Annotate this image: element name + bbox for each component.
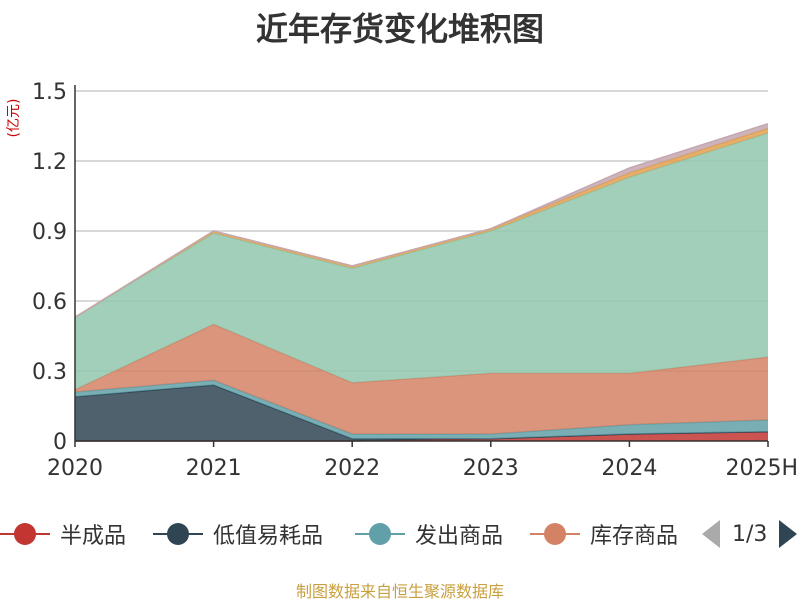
axes: 0 0.3 0.6 0.9 1.2 1.5 2020 2021 2022 2023 2024 2025… [32, 80, 798, 481]
y-tick-label: 0 [53, 430, 67, 455]
legend-dot-icon [369, 523, 391, 545]
legend-marker-icon [153, 523, 203, 545]
y-tick-label: 0.9 [32, 220, 67, 245]
legend-dot-icon [14, 523, 36, 545]
legend-next-icon[interactable] [779, 520, 798, 548]
x-tick-label: 2022 [324, 456, 380, 481]
legend-label: 低值易耗品 [213, 524, 324, 549]
legend-pager: 1/3 [702, 514, 798, 554]
x-tick-label: 2023 [463, 456, 519, 481]
legend-item[interactable]: 半成品 [0, 514, 126, 554]
area-series-3 [75, 324, 768, 434]
legend-dot-icon [544, 523, 566, 545]
x-tick-label: 2025H [725, 456, 798, 481]
y-tick-label: 1.2 [32, 150, 67, 175]
area-series-2 [75, 380, 768, 439]
y-tick-label: 0.6 [32, 290, 67, 315]
legend-marker-icon [0, 523, 50, 545]
x-tick-label: 2024 [601, 456, 657, 481]
legend: 半成品 低值易耗品 发出商品 库存商品 [0, 514, 800, 554]
y-tick-label: 1.5 [32, 80, 67, 105]
area-line-6 [74, 122, 769, 318]
legend-prev-icon[interactable] [702, 520, 720, 548]
legend-dot-icon [167, 523, 189, 545]
legend-page-indicator: 1/3 [732, 521, 768, 547]
legend-label: 发出商品 [415, 524, 504, 549]
legend-item[interactable]: 发出商品 [355, 514, 503, 554]
legend-label: 半成品 [60, 524, 127, 549]
data-source-note: 制图数据来自恒生聚源数据库 [295, 582, 504, 601]
stacked-areas [74, 122, 769, 442]
area-series-0 [75, 431, 768, 441]
x-tick-label: 2021 [186, 456, 242, 481]
y-tick-label: 0.3 [32, 360, 67, 385]
legend-label: 库存商品 [590, 524, 679, 549]
chart-title: 近年存货变化堆积图 [255, 10, 544, 48]
legend-marker-icon [530, 523, 580, 545]
legend-item[interactable]: 库存商品 [530, 514, 682, 554]
x-tick-label: 2020 [47, 456, 103, 481]
legend-marker-icon [355, 523, 405, 545]
y-axis-unit-label: (亿元) [6, 99, 22, 138]
area-series-4 [75, 133, 768, 390]
legend-item[interactable]: 低值易耗品 [153, 514, 323, 554]
